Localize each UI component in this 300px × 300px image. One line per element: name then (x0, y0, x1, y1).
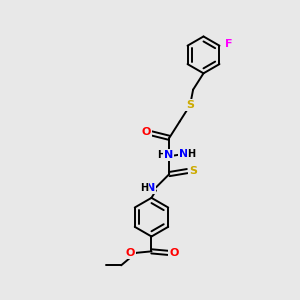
Text: N: N (179, 149, 188, 159)
Text: H: H (157, 150, 165, 160)
Text: N: N (146, 183, 155, 193)
Text: O: O (141, 127, 151, 137)
Text: F: F (225, 39, 232, 49)
Text: H: H (141, 183, 149, 193)
Text: S: S (186, 100, 194, 110)
Text: O: O (125, 248, 135, 258)
Text: S: S (189, 166, 197, 176)
Text: H: H (188, 149, 196, 159)
Text: N: N (164, 150, 173, 160)
Text: O: O (169, 248, 178, 258)
